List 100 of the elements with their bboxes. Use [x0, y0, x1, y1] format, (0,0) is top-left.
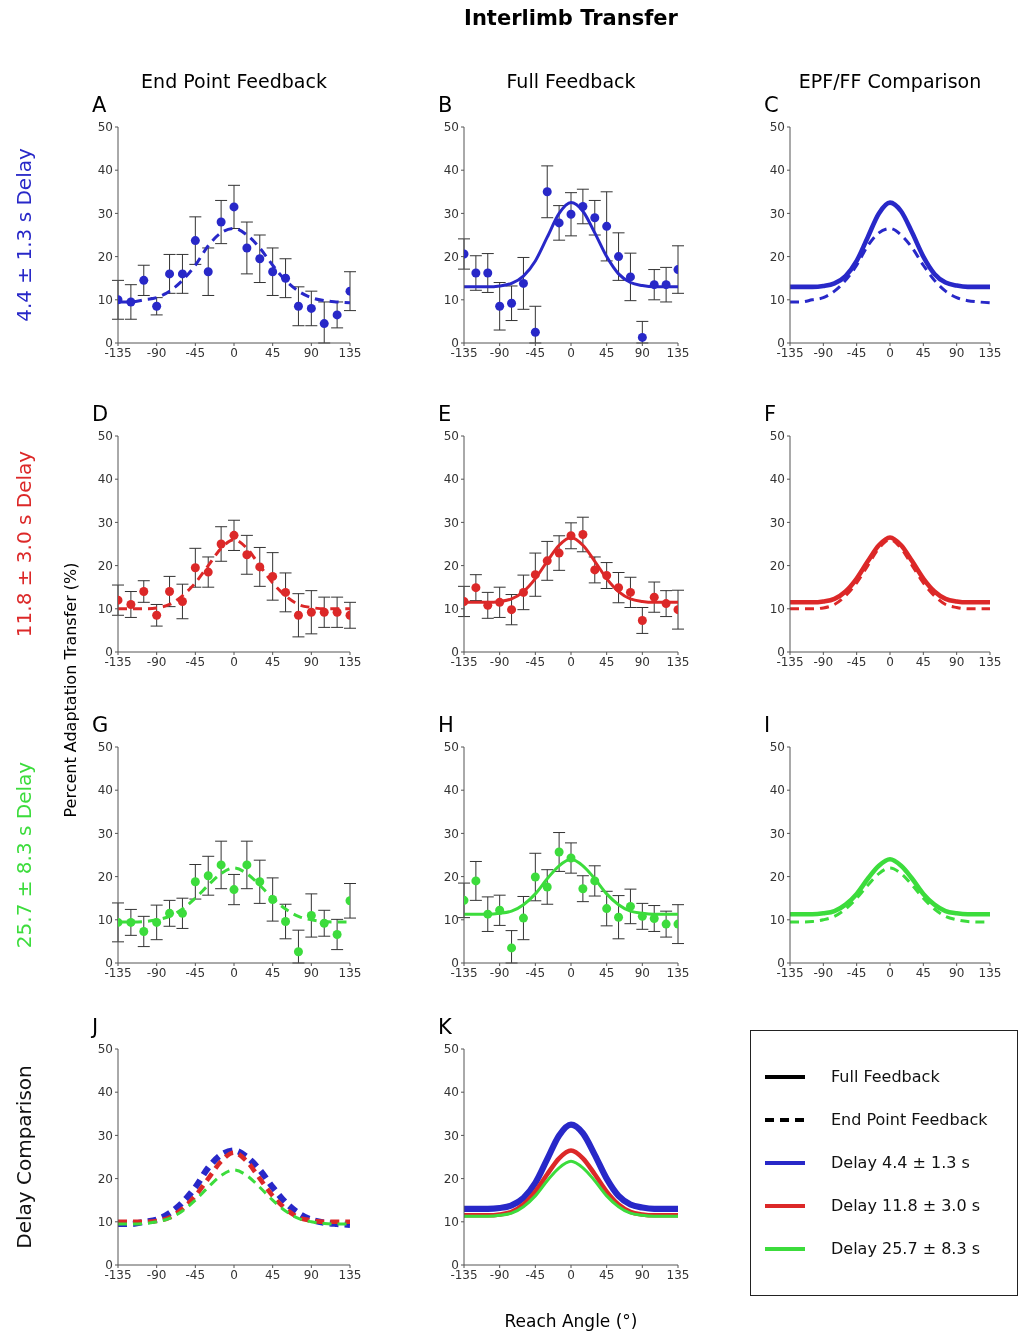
x-tick-label: 90: [303, 654, 319, 669]
x-tick-label: -45: [525, 345, 546, 360]
legend-label: Delay 25.7 ± 8.3 s: [831, 1239, 981, 1258]
x-tick-label: 90: [634, 965, 650, 980]
y-tick-label: 20: [443, 1171, 459, 1186]
legend-label: Delay 4.4 ± 1.3 s: [831, 1153, 970, 1172]
point: [165, 587, 175, 597]
chart-subtitle: EPF/FF Comparison: [798, 70, 982, 92]
x-tick-label: 135: [666, 345, 690, 360]
y-tick-label: 20: [769, 558, 785, 573]
line-series: [464, 201, 678, 289]
point: [471, 876, 481, 886]
x-tick-label: 0: [886, 965, 894, 980]
legend-label: Delay 11.8 ± 3.0 s: [831, 1196, 981, 1215]
y-tick-label: 40: [443, 783, 459, 798]
y-tick-label: 50: [97, 1042, 113, 1057]
point: [507, 298, 517, 308]
point: [190, 877, 200, 887]
chart-title: B: [438, 93, 453, 117]
point: [281, 273, 291, 283]
point: [139, 926, 149, 936]
point: [542, 556, 552, 566]
x-tick-label: 135: [978, 345, 1002, 360]
x-tick-label: -90: [813, 965, 834, 980]
point: [614, 912, 624, 922]
point: [332, 310, 342, 320]
y-tick-label: 10: [769, 913, 785, 928]
y-tick-label: 50: [443, 1042, 459, 1057]
point: [152, 610, 162, 620]
x-tick-label: 135: [666, 965, 690, 980]
point: [483, 600, 493, 610]
y-tick-label: 30: [443, 1128, 459, 1143]
x-tick-label: 0: [567, 965, 575, 980]
point: [190, 563, 200, 573]
y-tick-label: 50: [769, 740, 785, 755]
line-series: [118, 227, 350, 305]
x-tick-label: -90: [489, 965, 510, 980]
x-tick-label: 90: [303, 965, 319, 980]
point: [495, 301, 505, 311]
y-tick-label: 40: [97, 1085, 113, 1100]
y-tick-label: 20: [443, 249, 459, 264]
y-tick-label: 10: [97, 602, 113, 617]
point: [614, 252, 624, 262]
x-tick-label: -45: [185, 345, 206, 360]
y-tick-label: 20: [443, 869, 459, 884]
chart-title: C: [764, 93, 779, 117]
y-tick-label: 10: [97, 1215, 113, 1230]
point: [637, 911, 647, 921]
point: [152, 301, 162, 311]
x-tick-label: -90: [146, 965, 167, 980]
chart-title: I: [764, 713, 771, 737]
point: [602, 221, 612, 231]
point: [518, 278, 528, 288]
x-tick-label: 45: [265, 345, 281, 360]
point: [268, 571, 278, 581]
x-tick-label: 0: [567, 654, 575, 669]
x-tick-label: -90: [146, 1267, 167, 1282]
point: [590, 565, 600, 575]
point: [255, 562, 265, 572]
point: [637, 615, 647, 625]
point: [625, 901, 635, 911]
point: [319, 319, 329, 329]
x-tick-label: 45: [265, 965, 281, 980]
point: [216, 217, 226, 227]
point: [229, 202, 239, 212]
x-tick-label: 0: [230, 654, 238, 669]
point: [542, 187, 552, 197]
point: [483, 268, 493, 278]
point: [649, 280, 659, 290]
point: [255, 877, 265, 887]
x-tick-label: 0: [230, 965, 238, 980]
chart-title: H: [438, 713, 454, 737]
point: [216, 539, 226, 549]
x-tick-label: -45: [185, 654, 206, 669]
y-tick-label: 20: [443, 558, 459, 573]
x-tick-label: -90: [146, 654, 167, 669]
y-tick-label: 10: [443, 293, 459, 308]
point: [602, 904, 612, 914]
point: [590, 213, 600, 223]
point: [152, 917, 162, 927]
point: [242, 243, 252, 253]
chart-title: D: [92, 402, 109, 426]
point: [293, 947, 303, 957]
point: [242, 860, 252, 870]
point: [625, 272, 635, 282]
point: [268, 895, 278, 904]
point: [554, 218, 564, 228]
x-tick-label: 45: [599, 965, 615, 980]
x-tick-label: 135: [978, 965, 1002, 980]
point: [306, 607, 316, 617]
point: [126, 297, 136, 307]
x-tick-label: -45: [846, 965, 867, 980]
chart-title: G: [92, 713, 109, 737]
point: [625, 587, 635, 597]
y-tick-label: 10: [769, 602, 785, 617]
point: [165, 269, 175, 279]
y-tick-label: 10: [443, 913, 459, 928]
y-tick-label: 20: [97, 558, 113, 573]
x-tick-label: 90: [303, 345, 319, 360]
y-tick-label: 50: [97, 429, 113, 444]
